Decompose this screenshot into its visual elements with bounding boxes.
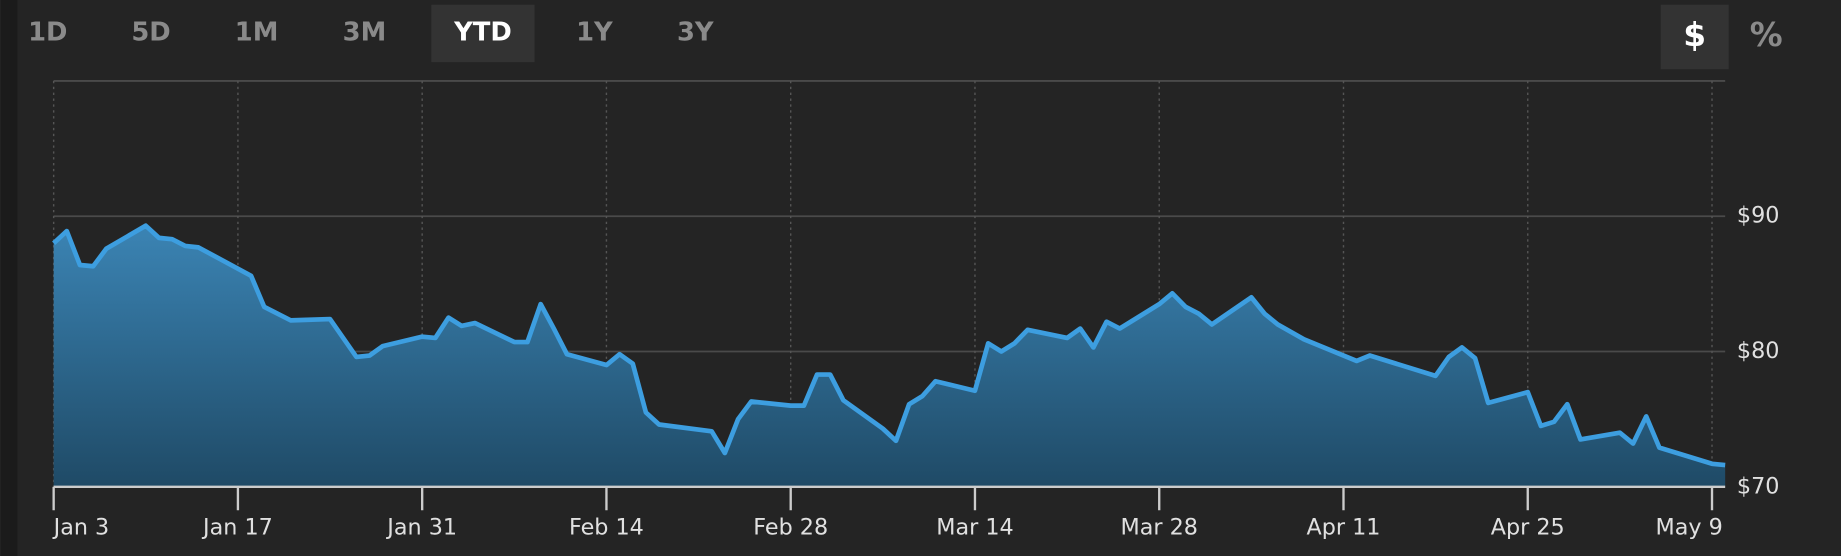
unit-button-bg[interactable] bbox=[1660, 4, 1729, 70]
x-tick-label: Jan 3 bbox=[52, 514, 110, 540]
range-button[interactable]: 5D bbox=[131, 17, 170, 47]
x-tick-label: May 9 bbox=[1656, 514, 1723, 540]
x-tick-label: Apr 11 bbox=[1307, 514, 1381, 540]
y-tick-label: $70 bbox=[1737, 473, 1780, 499]
x-tick-label: Feb 14 bbox=[569, 514, 644, 540]
area bbox=[53, 225, 1726, 487]
price-line bbox=[52, 223, 1726, 468]
x-tick-label: Feb 28 bbox=[753, 514, 828, 540]
x-tick-label: Jan 31 bbox=[385, 514, 457, 540]
x-tick-label: Jan 17 bbox=[201, 514, 273, 540]
range-button[interactable]: 1M bbox=[235, 17, 279, 47]
range-button[interactable]: YTD bbox=[453, 17, 512, 47]
range-button[interactable]: 1Y bbox=[576, 17, 613, 47]
range-button[interactable]: 1D bbox=[28, 17, 67, 47]
x-tick-label: Mar 28 bbox=[1121, 514, 1198, 540]
y-tick-label: $90 bbox=[1737, 203, 1780, 229]
x-tick-label: Mar 14 bbox=[936, 514, 1013, 540]
unit-button[interactable]: % bbox=[1750, 16, 1783, 54]
range-button[interactable]: 3M bbox=[343, 17, 387, 47]
range-button[interactable]: 3Y bbox=[677, 17, 714, 47]
left-strip bbox=[0, 0, 18, 556]
x-tick-label: Apr 25 bbox=[1491, 514, 1565, 540]
y-tick-label: $80 bbox=[1737, 338, 1780, 364]
range-button-bg[interactable] bbox=[431, 4, 535, 63]
unit-button[interactable]: $ bbox=[1683, 16, 1706, 54]
